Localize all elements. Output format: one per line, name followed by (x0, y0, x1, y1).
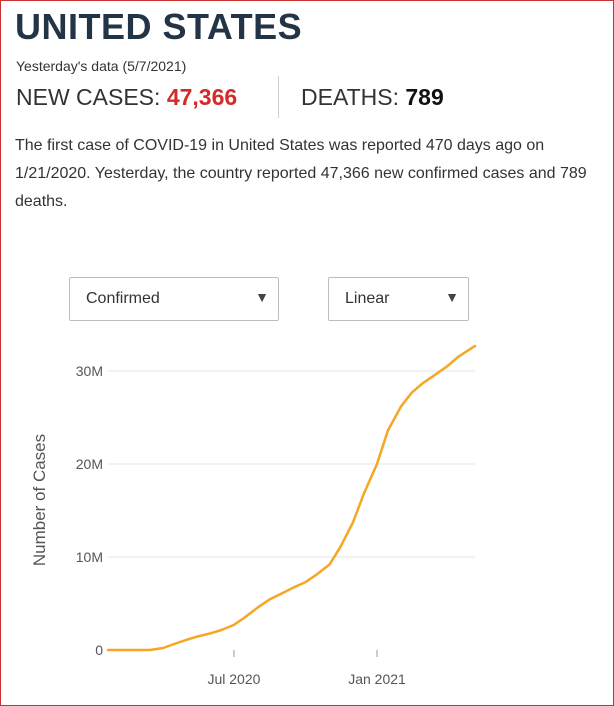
new-cases-stat: NEW CASES: 47,366 (16, 84, 237, 111)
scale-select[interactable]: Linear ▼ (328, 277, 469, 321)
y-axis-label: Number of Cases (30, 434, 49, 566)
y-tick-label: 30M (76, 363, 103, 379)
y-tick-label: 10M (76, 549, 103, 565)
new-cases-label: NEW CASES: (16, 84, 167, 110)
new-cases-value: 47,366 (166, 84, 238, 110)
deaths-stat: DEATHS: 789 (301, 84, 444, 111)
x-tick-label: Jan 2021 (348, 671, 406, 687)
stats-divider (278, 76, 279, 118)
cases-line-chart: 0 10M 20M 30M Jul 2020 Jan 2021 Number of Case… (30, 344, 477, 687)
summary-text: The first case of COVID-19 in United Sta… (15, 137, 587, 210)
page-title: UNITED STATES (15, 6, 303, 47)
y-tick-label: 20M (76, 456, 103, 472)
caret-down-icon: ▼ (445, 289, 459, 305)
x-tick-label: Jul 2020 (207, 671, 260, 687)
scale-select-value: Linear (345, 290, 390, 307)
measure-select-value: Confirmed (86, 290, 160, 307)
deaths-label: DEATHS: (301, 84, 406, 110)
caret-down-icon: ▼ (255, 289, 269, 305)
cases-series-line (106, 344, 477, 652)
y-tick-label: 0 (95, 642, 103, 658)
measure-select[interactable]: Confirmed ▼ (69, 277, 279, 321)
data-date-label: Yesterday's data (5/7/2021) (16, 58, 187, 74)
stats-row: NEW CASES: 47,366 DEATHS: 789 (16, 76, 576, 118)
deaths-value: 789 (405, 84, 444, 110)
